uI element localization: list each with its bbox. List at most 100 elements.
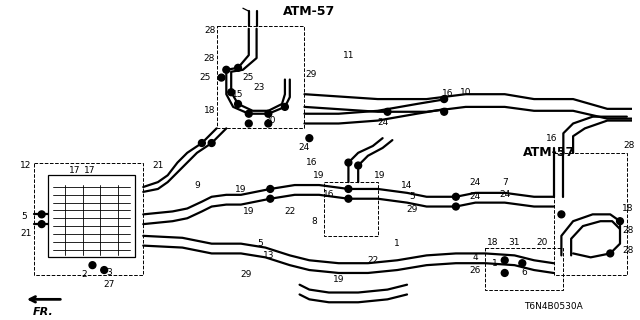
Text: 1: 1 bbox=[394, 239, 400, 248]
Circle shape bbox=[345, 195, 352, 202]
Circle shape bbox=[267, 195, 274, 202]
Text: 22: 22 bbox=[284, 207, 296, 216]
Text: 5: 5 bbox=[258, 239, 264, 248]
Text: ATM-57: ATM-57 bbox=[284, 5, 335, 18]
Text: 29: 29 bbox=[306, 70, 317, 79]
Text: 19: 19 bbox=[314, 171, 325, 180]
Text: 4: 4 bbox=[472, 253, 478, 262]
Circle shape bbox=[282, 103, 289, 110]
Text: 31: 31 bbox=[509, 238, 520, 247]
Circle shape bbox=[345, 186, 352, 192]
Circle shape bbox=[452, 193, 460, 200]
Text: 26: 26 bbox=[470, 266, 481, 275]
Text: 14: 14 bbox=[401, 180, 413, 189]
Circle shape bbox=[519, 260, 525, 267]
Text: 24: 24 bbox=[470, 178, 481, 187]
Circle shape bbox=[235, 100, 241, 108]
Text: 30: 30 bbox=[264, 116, 276, 125]
Circle shape bbox=[100, 267, 108, 274]
Text: 7: 7 bbox=[502, 178, 508, 187]
Circle shape bbox=[223, 66, 230, 73]
Circle shape bbox=[384, 108, 391, 115]
Text: 15: 15 bbox=[232, 90, 244, 99]
Text: ATM-57: ATM-57 bbox=[523, 146, 575, 159]
Text: 10: 10 bbox=[460, 88, 472, 97]
Text: 3: 3 bbox=[106, 268, 112, 277]
Text: 16: 16 bbox=[442, 89, 454, 98]
Text: 12: 12 bbox=[20, 161, 32, 170]
Text: 9: 9 bbox=[194, 180, 200, 189]
Text: 24: 24 bbox=[470, 192, 481, 201]
Text: 24: 24 bbox=[377, 118, 388, 127]
Text: 6: 6 bbox=[522, 268, 527, 277]
Text: 13: 13 bbox=[262, 251, 274, 260]
Text: 27: 27 bbox=[104, 280, 115, 289]
Circle shape bbox=[208, 140, 215, 147]
Circle shape bbox=[607, 250, 614, 257]
Text: 20: 20 bbox=[536, 238, 548, 247]
Text: 17: 17 bbox=[84, 166, 95, 175]
Text: 28: 28 bbox=[203, 53, 214, 62]
Text: 28: 28 bbox=[622, 246, 634, 255]
Text: 22: 22 bbox=[367, 256, 378, 265]
Circle shape bbox=[441, 96, 447, 102]
Text: 19: 19 bbox=[333, 275, 344, 284]
Circle shape bbox=[245, 120, 252, 127]
Text: FR.: FR. bbox=[33, 307, 54, 317]
Text: 29: 29 bbox=[406, 205, 418, 214]
Text: 18: 18 bbox=[487, 238, 499, 247]
Text: 24: 24 bbox=[499, 190, 510, 199]
Circle shape bbox=[616, 218, 623, 225]
Text: 2: 2 bbox=[82, 270, 88, 279]
Text: 19: 19 bbox=[236, 185, 246, 195]
Text: 16: 16 bbox=[546, 134, 557, 143]
Text: 23: 23 bbox=[254, 83, 265, 92]
Text: 28: 28 bbox=[204, 26, 216, 35]
Text: 18: 18 bbox=[622, 204, 634, 213]
Circle shape bbox=[245, 110, 252, 117]
Text: 24: 24 bbox=[299, 143, 310, 152]
Circle shape bbox=[218, 74, 225, 81]
Circle shape bbox=[501, 257, 508, 264]
Circle shape bbox=[355, 162, 362, 169]
Circle shape bbox=[501, 269, 508, 276]
Circle shape bbox=[558, 211, 565, 218]
Bar bbox=[47, 175, 136, 257]
Text: 28: 28 bbox=[623, 141, 634, 150]
Text: 18: 18 bbox=[204, 106, 216, 115]
Text: 28: 28 bbox=[622, 227, 634, 236]
Bar bbox=[485, 248, 563, 290]
Text: 25: 25 bbox=[199, 73, 211, 82]
Text: 21: 21 bbox=[152, 161, 164, 170]
Circle shape bbox=[89, 262, 96, 268]
Text: 1: 1 bbox=[492, 259, 498, 268]
Circle shape bbox=[228, 89, 235, 96]
Text: T6N4B0530A: T6N4B0530A bbox=[524, 302, 583, 311]
Bar bbox=[554, 153, 627, 275]
Text: 11: 11 bbox=[342, 51, 354, 60]
Circle shape bbox=[306, 135, 313, 141]
Text: 29: 29 bbox=[240, 270, 252, 279]
Text: 16: 16 bbox=[323, 190, 335, 199]
Bar bbox=[34, 163, 143, 275]
Bar bbox=[324, 182, 378, 236]
Circle shape bbox=[38, 221, 45, 228]
Text: 19: 19 bbox=[374, 171, 385, 180]
Text: 5: 5 bbox=[409, 192, 415, 201]
Text: 19: 19 bbox=[243, 207, 255, 216]
Circle shape bbox=[441, 108, 447, 115]
Circle shape bbox=[267, 186, 274, 192]
Circle shape bbox=[38, 211, 45, 218]
Circle shape bbox=[265, 110, 272, 117]
Circle shape bbox=[265, 120, 272, 127]
Text: 8: 8 bbox=[311, 217, 317, 226]
Circle shape bbox=[345, 159, 352, 166]
Text: 17: 17 bbox=[69, 166, 81, 175]
Text: 16: 16 bbox=[305, 158, 317, 167]
Circle shape bbox=[452, 203, 460, 210]
Text: 25: 25 bbox=[242, 73, 253, 82]
Text: 21: 21 bbox=[20, 229, 32, 238]
Bar bbox=[216, 26, 305, 128]
Circle shape bbox=[235, 64, 241, 71]
Circle shape bbox=[198, 140, 205, 147]
